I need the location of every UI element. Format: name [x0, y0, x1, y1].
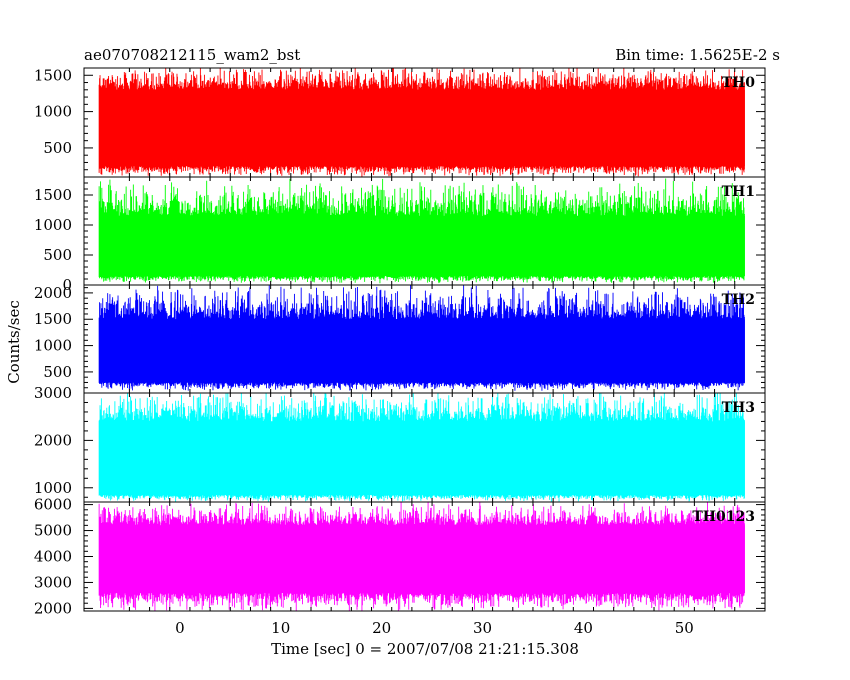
panel-th1: 0 500 1000 1500 TH1	[34, 176, 766, 294]
panel-label: TH3	[722, 400, 755, 416]
series-spikes-th2	[98, 285, 745, 391]
bin-time-label: Bin time: 1.5625E-2 s	[615, 46, 780, 64]
y-tick-label: 3000	[34, 573, 72, 591]
panel-th0: 500 1000 1500 TH0	[34, 66, 766, 178]
panel-label: TH1	[722, 184, 755, 200]
chart-title: ae070708212115_wam2_bst	[84, 46, 300, 64]
y-tick-label: 2000	[34, 284, 72, 302]
y-tick-label: 1000	[34, 216, 72, 234]
panel-th0123: 2000 3000 4000 5000 6000 TH0123	[34, 496, 766, 617]
y-axis-label: Counts/sec	[5, 300, 23, 384]
y-tick-label: 0	[62, 276, 72, 294]
x-tick-label: 40	[574, 619, 593, 637]
x-tick-label: 0	[175, 619, 185, 637]
y-tick-label: 4000	[34, 548, 72, 566]
y-tick-label: 1500	[34, 310, 72, 328]
series-spikes-th3	[98, 393, 745, 502]
y-tick-label: 500	[43, 363, 72, 381]
series-spikes-th1	[98, 178, 745, 284]
x-tick-label: 30	[473, 619, 492, 637]
x-tick-label: 50	[675, 619, 694, 637]
panel-th3: 1000 2000 3000 TH3	[34, 384, 766, 503]
series-spikes-th0123	[98, 502, 745, 611]
y-tick-label: 1000	[34, 479, 72, 497]
x-tick-label: 10	[271, 619, 290, 637]
x-axis-label: Time [sec] 0 = 2007/07/08 21:21:15.308	[271, 640, 579, 658]
y-tick-label: 1000	[34, 103, 72, 121]
panel-label: TH0123	[692, 509, 755, 525]
y-tick-label: 5000	[34, 522, 72, 540]
y-tick-label: 1000	[34, 337, 72, 355]
y-tick-label: 2000	[34, 599, 72, 617]
series-spikes-th0	[98, 68, 745, 177]
y-tick-label: 1500	[34, 186, 72, 204]
panel-th2: 500 1000 1500 2000 TH2	[34, 284, 766, 394]
y-tick-label: 500	[43, 139, 72, 157]
y-tick-label: 6000	[34, 496, 72, 514]
y-tick-label: 1500	[34, 66, 72, 84]
y-tick-label: 3000	[34, 384, 72, 402]
panel-label: TH0	[722, 75, 756, 91]
y-tick-label: 2000	[34, 431, 72, 449]
panel-label: TH2	[722, 292, 755, 308]
y-tick-label: 500	[43, 246, 72, 264]
x-tick-label: 20	[372, 619, 391, 637]
